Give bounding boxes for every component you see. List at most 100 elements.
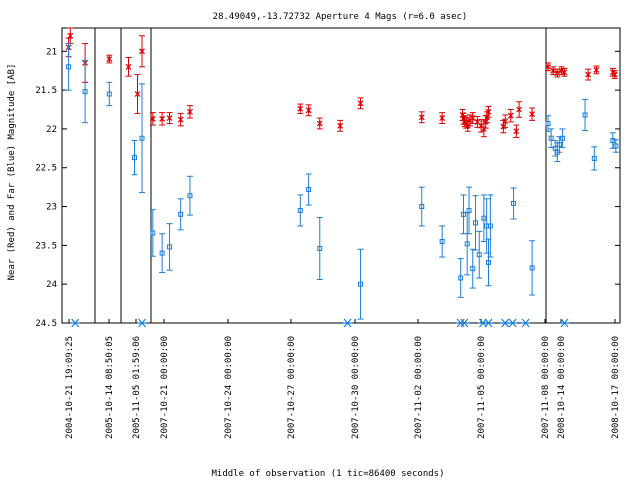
far-point (139, 83, 145, 194)
star-marker (485, 108, 492, 115)
y-tick-label: 23.5 (35, 241, 57, 251)
near-point (474, 116, 481, 128)
y-axis-label: Near (Red) and Far (Blue) Magnitude [AB] (7, 64, 17, 281)
square-marker (358, 281, 364, 287)
near-point (297, 103, 304, 114)
x-tick-label: 2008-10-14 00:00:00 (557, 336, 567, 439)
far-point (476, 230, 483, 279)
far-point (582, 98, 589, 131)
far-point (297, 194, 304, 227)
square-marker (481, 215, 487, 221)
star-marker (125, 63, 132, 70)
square-marker (476, 252, 482, 258)
square-marker (297, 207, 303, 213)
star-marker (337, 122, 344, 129)
square-marker (613, 143, 619, 149)
near-point (478, 119, 485, 133)
y-tick-label: 24 (46, 280, 57, 290)
far-point (529, 240, 536, 296)
y-tick-label: 24.5 (35, 319, 57, 329)
far-point (469, 248, 476, 289)
near-point (554, 68, 561, 78)
square-marker (439, 238, 445, 244)
near-point (159, 112, 166, 126)
star-marker (516, 106, 523, 113)
baseline-marker (342, 318, 353, 328)
star-marker (439, 115, 446, 122)
near-point (357, 97, 364, 110)
far-point (609, 132, 616, 149)
star-marker (561, 69, 568, 76)
square-marker (317, 245, 323, 251)
square-marker (486, 259, 492, 265)
star-marker (134, 90, 141, 97)
far-point (466, 186, 473, 235)
far-point (559, 128, 566, 149)
near-point (485, 105, 492, 118)
square-marker (470, 266, 476, 272)
x-tick-label: 2007-11-02 00:00:00 (414, 336, 424, 439)
near-point (585, 68, 592, 81)
star-marker (585, 71, 592, 78)
near-point (439, 112, 446, 124)
far-point (480, 194, 487, 242)
far-point (460, 194, 467, 235)
square-marker (545, 120, 551, 126)
near-point (139, 35, 145, 68)
star-marker (187, 108, 193, 115)
far-point (149, 209, 156, 257)
x-tick-label: 2007-11-05 00:00:00 (477, 336, 487, 439)
near-point (513, 124, 520, 138)
x-tick-label: 2005-10-14 08:50:05 (105, 336, 115, 439)
square-marker (610, 138, 616, 144)
data-marks (65, 27, 619, 328)
square-marker (591, 155, 597, 161)
near-point (611, 70, 618, 79)
far-point (316, 216, 323, 281)
star-marker (469, 115, 476, 122)
star-marker (529, 111, 536, 118)
square-marker (473, 220, 479, 226)
y-tick-label: 23 (46, 203, 57, 213)
square-marker (159, 250, 165, 256)
far-point (131, 140, 138, 176)
near-point (186, 105, 193, 119)
star-marker (316, 120, 323, 127)
near-point (561, 67, 568, 77)
x-axis: 2004-10-21 19:09:25 2005-10-14 08:50:05 20… (65, 319, 621, 439)
near-point (125, 57, 132, 77)
y-tick-label: 22 (46, 125, 57, 135)
far-point (591, 146, 598, 171)
far-point (439, 225, 446, 258)
far-point (166, 223, 173, 271)
baseline-marker (137, 318, 147, 328)
square-marker (66, 64, 72, 70)
far-point (472, 195, 479, 251)
square-marker (178, 211, 184, 217)
star-marker (297, 105, 304, 112)
square-marker (106, 91, 112, 97)
near-point (502, 114, 509, 128)
baseline-marker (507, 318, 518, 328)
star-marker (558, 67, 565, 74)
far-point (159, 233, 166, 274)
near-point (418, 111, 425, 124)
x-tick-label: 2008-10-17 00:00:00 (611, 336, 621, 439)
far-point (548, 128, 555, 149)
square-marker (132, 155, 137, 161)
square-marker (458, 275, 464, 281)
star-marker (177, 116, 184, 123)
star-marker (418, 114, 425, 121)
star-marker (513, 128, 520, 135)
far-point (418, 186, 425, 227)
star-marker (149, 115, 156, 122)
star-marker (611, 71, 618, 78)
far-point (186, 175, 193, 216)
far-point (357, 248, 364, 320)
star-marker (166, 115, 173, 122)
near-point (529, 107, 536, 121)
square-marker (306, 186, 312, 192)
near-point (593, 65, 600, 75)
x-tick-label: 2004-10-21 19:09:25 (65, 336, 75, 439)
